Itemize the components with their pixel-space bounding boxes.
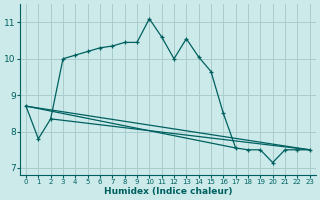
X-axis label: Humidex (Indice chaleur): Humidex (Indice chaleur) bbox=[104, 187, 232, 196]
